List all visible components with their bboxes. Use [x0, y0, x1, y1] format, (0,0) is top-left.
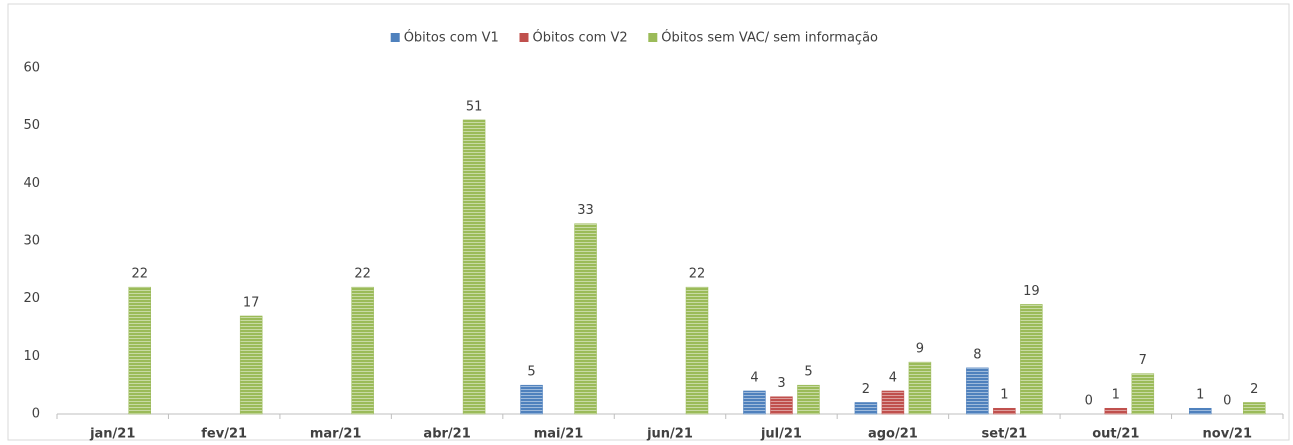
- bar: [685, 286, 709, 415]
- bar: [1020, 304, 1043, 415]
- data-label: 0: [1085, 394, 1093, 409]
- bar: [854, 402, 878, 415]
- data-label: 2: [1250, 382, 1258, 397]
- bar: [797, 384, 820, 415]
- y-tick-label: 20: [23, 291, 40, 306]
- x-tick-label: nov/21: [1203, 427, 1253, 442]
- data-label: 2: [862, 382, 870, 397]
- bar: [128, 286, 151, 415]
- bar: [239, 315, 263, 415]
- legend-label: Óbitos com V1: [404, 30, 499, 46]
- bar: [1131, 373, 1155, 415]
- data-label: 5: [527, 365, 535, 380]
- y-tick-label: 10: [23, 349, 40, 364]
- data-label: 22: [354, 267, 371, 282]
- data-label: 5: [804, 365, 812, 380]
- data-label: 17: [243, 295, 260, 310]
- bar: [993, 407, 1016, 415]
- data-label: 3: [777, 376, 785, 391]
- y-tick-label: 30: [23, 234, 40, 249]
- data-label: 33: [577, 203, 594, 218]
- legend-swatch: [390, 33, 400, 42]
- bar: [966, 367, 989, 415]
- legend: Óbitos com V1 Óbitos com V2 Óbitos sem VAC…: [390, 30, 878, 46]
- bar: [351, 286, 374, 415]
- x-tick-label: ago/21: [868, 427, 918, 442]
- data-label: 8: [973, 347, 981, 362]
- bar: [520, 384, 543, 415]
- data-label: 4: [889, 370, 897, 385]
- data-label: 22: [131, 267, 148, 282]
- x-tick-label: mai/21: [534, 427, 584, 442]
- x-tick-label: jul/21: [760, 427, 802, 442]
- bar: [881, 390, 905, 415]
- data-label: 19: [1023, 284, 1040, 299]
- legend-swatch: [519, 33, 529, 42]
- y-tick-label: 50: [23, 118, 40, 133]
- legend-label: Óbitos sem VAC/ sem informação: [661, 30, 878, 46]
- data-label: 7: [1139, 353, 1147, 368]
- x-tick-label: set/21: [982, 427, 1028, 442]
- bar: [1243, 402, 1266, 415]
- data-label: 9: [916, 342, 924, 357]
- bar: [1104, 407, 1128, 415]
- bar: [462, 119, 486, 415]
- x-tick-label: jun/21: [646, 427, 693, 442]
- data-label: 1: [1196, 388, 1204, 403]
- y-tick-label: 60: [23, 61, 40, 76]
- data-label: 1: [1112, 388, 1120, 403]
- x-tick-label: out/21: [1092, 427, 1139, 442]
- chart-frame: [7, 3, 1290, 441]
- data-label: 22: [689, 267, 706, 282]
- data-label: 1: [1000, 388, 1008, 403]
- bar: [574, 223, 597, 415]
- legend-label: Óbitos com V2: [533, 30, 628, 46]
- y-tick-label: 40: [23, 176, 40, 191]
- x-tick-label: fev/21: [201, 427, 247, 442]
- data-label: 0: [1223, 394, 1231, 409]
- data-label: 4: [750, 370, 758, 385]
- legend-swatch: [648, 33, 658, 42]
- bar: [1189, 407, 1212, 415]
- bar: [770, 396, 793, 415]
- x-tick-label: mar/21: [310, 427, 362, 442]
- data-label: 51: [466, 99, 483, 114]
- x-tick-label: abr/21: [423, 427, 470, 442]
- bar: [908, 361, 932, 415]
- bar: [743, 390, 766, 415]
- x-tick-label: jan/21: [89, 427, 135, 442]
- y-tick-label: 0: [32, 407, 40, 422]
